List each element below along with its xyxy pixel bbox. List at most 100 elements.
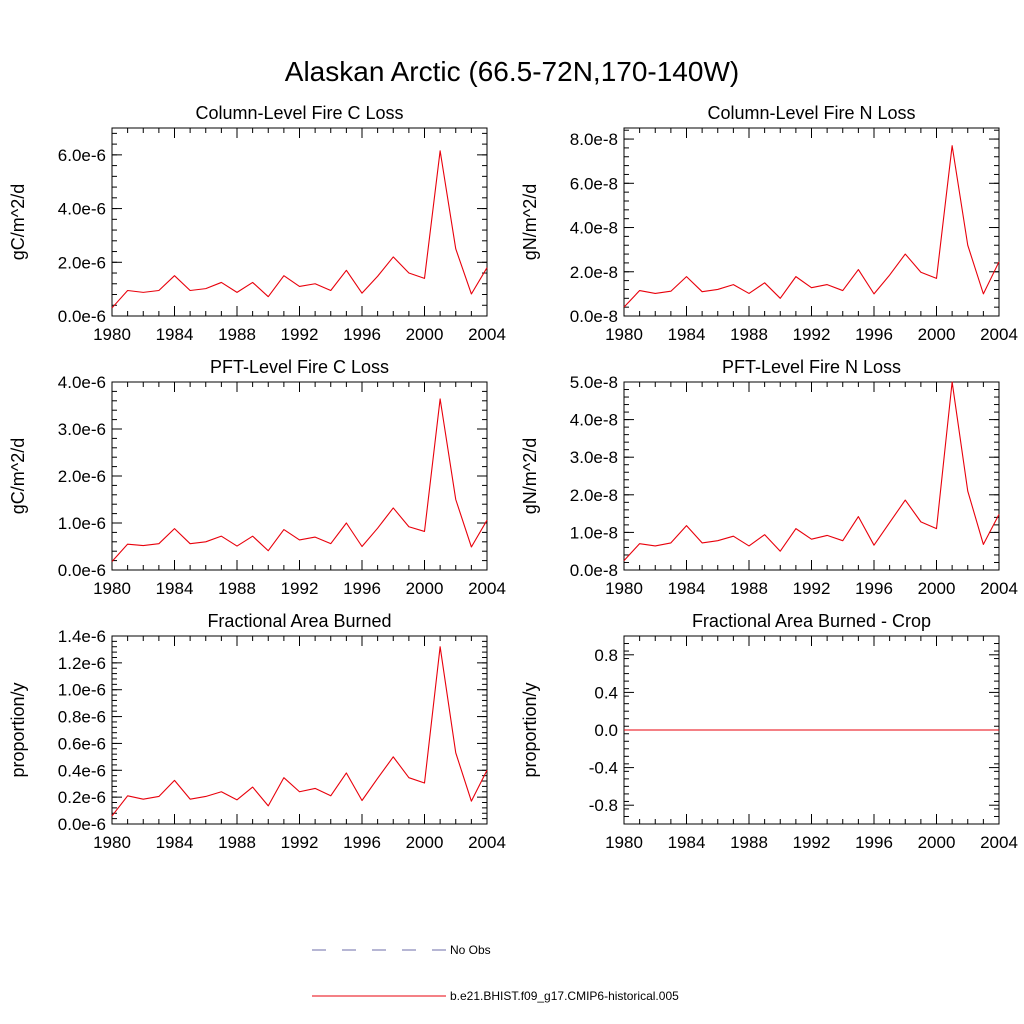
y-axis-label: gN/m^2/d — [520, 438, 540, 514]
y-tick-label: 1.4e-6 — [58, 627, 106, 646]
x-tick-label: 1984 — [156, 579, 194, 598]
x-tick-label: 1988 — [218, 325, 256, 344]
x-tick-label: 1980 — [605, 833, 643, 852]
panel-2: Column-Level Fire N Loss gN/m^2/d 1980 1984… — [520, 103, 1018, 344]
y-tick-label: 0.2e-6 — [58, 788, 106, 807]
x-tick-label: 2004 — [468, 325, 506, 344]
series-line-1 — [623, 381, 1000, 561]
x-tick-label: 1984 — [156, 325, 194, 344]
panels: Column-Level Fire C Loss gC/m^2/d 1980 1984… — [8, 103, 1018, 852]
y-tick-label: 0.4 — [594, 683, 618, 702]
x-tick-label: 2004 — [468, 579, 506, 598]
y-tick-label: 0.0e-8 — [570, 307, 618, 326]
y-tick-label: -0.8 — [589, 796, 618, 815]
y-axis-label: gN/m^2/d — [520, 184, 540, 260]
x-tick-label: 2000 — [918, 325, 956, 344]
y-axis-label: gC/m^2/d — [8, 438, 28, 514]
y-tick-label: 4.0e-8 — [570, 219, 618, 238]
x-tick-label: 1980 — [93, 833, 131, 852]
x-tick-label: 2000 — [406, 325, 444, 344]
y-tick-label: 2.0e-8 — [570, 263, 618, 282]
y-tick-label: 0.0e-6 — [58, 307, 106, 326]
x-tick-label: 1984 — [156, 833, 194, 852]
y-tick-label: 0.0e-8 — [570, 561, 618, 580]
panel-6: Fractional Area Burned - Crop proportion/… — [520, 611, 1018, 852]
panel-title: Column-Level Fire C Loss — [195, 103, 403, 123]
panel-title: Column-Level Fire N Loss — [707, 103, 915, 123]
y-tick-label: 5.0e-8 — [570, 373, 618, 392]
x-tick-label: 1988 — [730, 579, 768, 598]
figure-title: Alaskan Arctic (66.5-72N,170-140W) — [285, 56, 739, 87]
x-tick-label: 1992 — [793, 325, 831, 344]
y-tick-label: 0.0 — [594, 721, 618, 740]
y-axis-label: proportion/y — [8, 682, 28, 777]
y-tick-label: 6.0e-8 — [570, 174, 618, 193]
y-tick-label: 3.0e-6 — [58, 420, 106, 439]
y-tick-label: 8.0e-8 — [570, 130, 618, 149]
y-tick-label: 1.0e-6 — [58, 514, 106, 533]
x-tick-label: 1992 — [281, 833, 319, 852]
y-axis-label: gC/m^2/d — [8, 184, 28, 260]
x-tick-label: 1992 — [281, 325, 319, 344]
x-tick-label: 2000 — [918, 833, 956, 852]
x-tick-label: 2000 — [918, 579, 956, 598]
x-tick-label: 1988 — [730, 325, 768, 344]
x-tick-label: 1988 — [730, 833, 768, 852]
y-tick-label: 0.0e-6 — [58, 561, 106, 580]
y-tick-label: 6.0e-6 — [58, 146, 106, 165]
x-tick-label: 1996 — [343, 325, 381, 344]
y-tick-label: 2.0e-8 — [570, 486, 618, 505]
y-tick-label: 2.0e-6 — [58, 253, 106, 272]
panel-title: PFT-Level Fire N Loss — [722, 357, 901, 377]
y-tick-label: 4.0e-8 — [570, 411, 618, 430]
x-tick-label: 2004 — [980, 833, 1018, 852]
panel-title: Fractional Area Burned — [207, 611, 391, 631]
panel-1: Column-Level Fire C Loss gC/m^2/d 1980 1984… — [8, 103, 506, 344]
x-tick-label: 2000 — [406, 833, 444, 852]
y-tick-label: 1.2e-6 — [58, 654, 106, 673]
y-tick-label: 4.0e-6 — [58, 200, 106, 219]
legend-obs-label: No Obs — [450, 943, 491, 957]
y-tick-label: 2.0e-6 — [58, 467, 106, 486]
panel-title: PFT-Level Fire C Loss — [210, 357, 389, 377]
series-line-1 — [111, 150, 488, 309]
x-tick-label: 1996 — [343, 833, 381, 852]
x-tick-label: 2004 — [980, 579, 1018, 598]
y-tick-label: -0.4 — [589, 759, 618, 778]
x-tick-label: 1996 — [855, 325, 893, 344]
x-tick-label: 1984 — [668, 833, 706, 852]
x-tick-label: 1992 — [793, 579, 831, 598]
y-tick-label: 1.0e-8 — [570, 523, 618, 542]
y-tick-label: 0.8 — [594, 646, 618, 665]
panel-title: Fractional Area Burned - Crop — [692, 611, 931, 631]
x-tick-label: 1980 — [605, 579, 643, 598]
x-tick-label: 1988 — [218, 579, 256, 598]
series-line-1 — [111, 646, 488, 817]
x-tick-label: 1984 — [668, 579, 706, 598]
y-tick-label: 0.8e-6 — [58, 708, 106, 727]
panel-3: PFT-Level Fire C Loss gC/m^2/d 1980 1984 198… — [8, 357, 506, 598]
panel-4: PFT-Level Fire N Loss gN/m^2/d 1980 1984 198… — [520, 357, 1018, 598]
x-tick-label: 2004 — [468, 833, 506, 852]
series-line-1 — [111, 398, 488, 562]
y-axis-label: proportion/y — [520, 682, 540, 777]
y-tick-label: 1.0e-6 — [58, 681, 106, 700]
y-tick-label: 0.4e-6 — [58, 761, 106, 780]
y-tick-label: 4.0e-6 — [58, 373, 106, 392]
x-tick-label: 1980 — [93, 579, 131, 598]
x-tick-label: 2004 — [980, 325, 1018, 344]
y-tick-label: 0.0e-6 — [58, 815, 106, 834]
x-tick-label: 1996 — [855, 833, 893, 852]
x-tick-label: 1992 — [281, 579, 319, 598]
x-tick-label: 1992 — [793, 833, 831, 852]
series-line-1 — [623, 145, 1000, 308]
x-tick-label: 1996 — [855, 579, 893, 598]
y-tick-label: 0.6e-6 — [58, 734, 106, 753]
x-tick-label: 1984 — [668, 325, 706, 344]
x-tick-label: 1980 — [93, 325, 131, 344]
legend: No Obs b.e21.BHIST.f09_g17.CMIP6-histori… — [312, 943, 679, 1003]
y-tick-label: 3.0e-8 — [570, 448, 618, 467]
x-tick-label: 1980 — [605, 325, 643, 344]
